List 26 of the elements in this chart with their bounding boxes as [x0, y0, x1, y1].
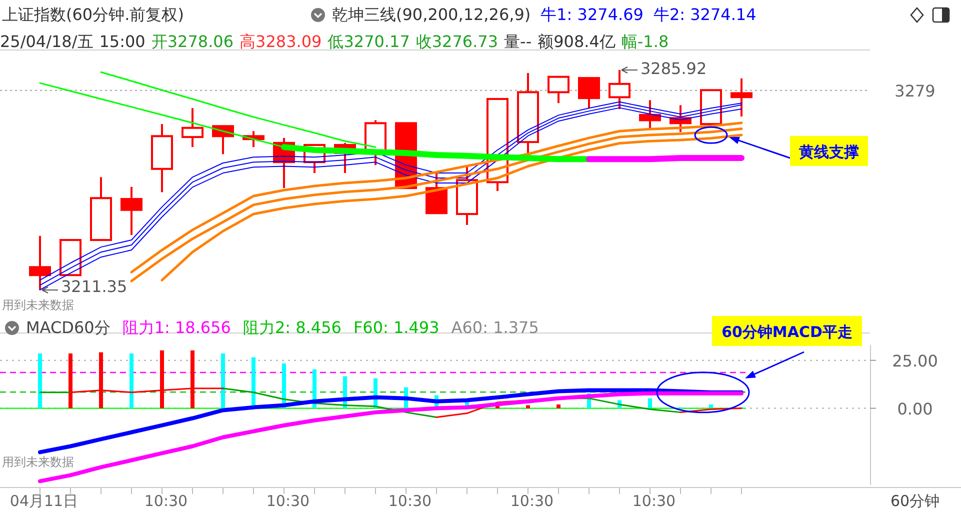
text: 阻力1: 18.656: [122, 318, 231, 337]
text: 60分钟: [890, 492, 940, 510]
text: 牛1: 3274.69: [540, 5, 644, 24]
text: 25/04/18/五 15:00 开3278.06 高3283.09 低3270.17 收3276.73 量-- 额908.4亿 幅-1.8: [0, 32, 669, 51]
x-tick-label: 10:30: [266, 492, 310, 510]
annotation: 用到未来数据: [2, 455, 74, 469]
text: 阻力2: 8.456: [242, 318, 342, 337]
x-tick-label: 10:30: [144, 492, 188, 510]
x-tick-label: 04月11日: [10, 492, 78, 510]
x-tick-label: 10:30: [510, 492, 554, 510]
x-tick-label: 10:30: [632, 492, 676, 510]
text: 乾坤三线(90,200,12,26,9): [332, 5, 531, 24]
y-tick-label: 25.00: [892, 351, 938, 370]
y-tick-label: 0.00: [897, 399, 933, 418]
annotation: 3285.92: [640, 59, 707, 78]
text: F60: 1.493: [353, 318, 440, 337]
text: 牛2: 3274.14: [653, 5, 756, 24]
text: 60分钟MACD平走: [722, 323, 852, 341]
chart-title: 上证指数(60分钟.前复权): [2, 5, 184, 24]
annotation: 3211.35: [61, 277, 128, 296]
chart-title: MACD60分: [26, 318, 110, 337]
text: 黄线支撑: [798, 143, 859, 161]
text: A60: 1.375: [451, 318, 539, 337]
ref-line-label: 3279: [894, 81, 936, 100]
text: 用到未来数据: [2, 298, 74, 312]
x-tick-label: 10:30: [388, 492, 432, 510]
